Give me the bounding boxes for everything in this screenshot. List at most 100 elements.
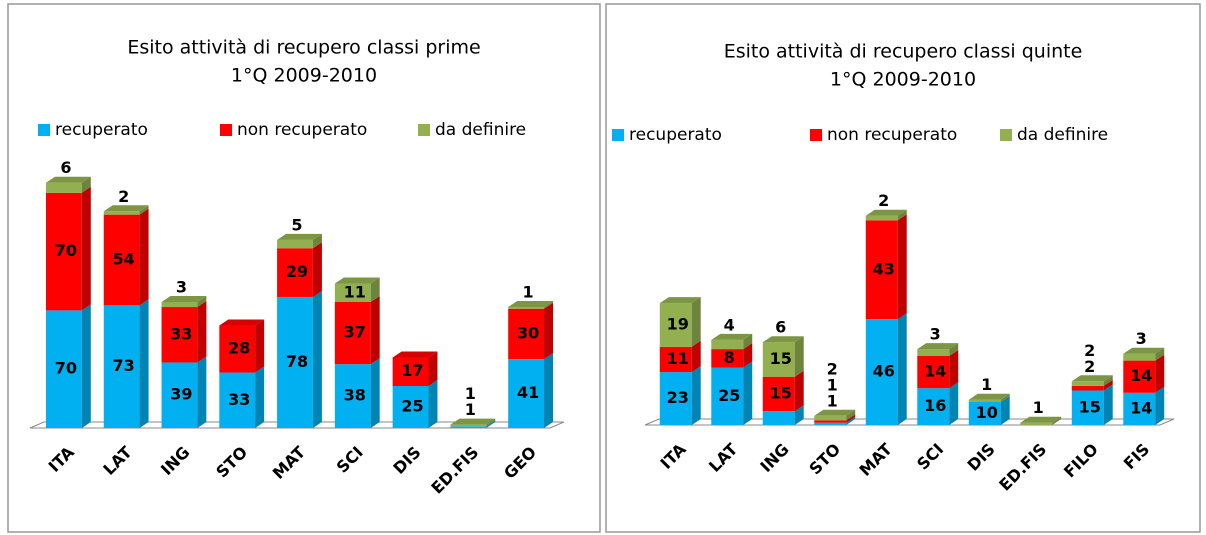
value-label: 46 [873,362,895,381]
bar-side [544,301,554,309]
bar-top [508,301,554,308]
bar-top [659,297,701,304]
bar [814,422,847,425]
bar [659,346,692,373]
bar [1123,353,1156,361]
bar [1123,392,1156,425]
bar [917,349,950,356]
bar [1071,385,1104,391]
bar-top [917,343,959,350]
chart-subtitle: 1°Q 2009-2010 [231,65,377,87]
bar-side [312,290,322,428]
value-label: 16 [924,396,946,415]
bar [161,362,198,428]
value-label: 2 [827,359,838,378]
bar [334,364,371,428]
bar [161,307,198,363]
bar-top [219,319,265,326]
value-label: 25 [718,386,740,405]
bar-side [846,409,856,421]
bar [762,411,795,425]
bar [917,356,950,389]
legend-swatch [220,124,232,136]
value-label: 11 [667,349,689,368]
bar [392,357,429,386]
bar-side [486,420,496,428]
legend-label: recuperato [55,120,148,140]
bar-side [1000,396,1010,425]
bar-side [949,382,959,425]
value-label: 1 [465,384,476,403]
value-label: 5 [291,215,302,234]
bar [161,302,198,308]
bar [103,214,140,306]
value-label: 78 [286,352,308,371]
legend-swatch [418,124,430,136]
chart-title: Esito attività di recupero classi quinte [724,41,1083,63]
bar-side [1155,347,1165,361]
value-label: 4 [724,315,735,334]
bar-side [743,361,753,425]
value-label: 38 [344,386,366,405]
bar [865,215,898,221]
bar [1071,381,1104,386]
bar [711,339,744,350]
bar-top [1020,416,1062,423]
bar-top [814,409,856,416]
bar [45,182,82,193]
value-label: 33 [228,390,250,409]
bar-side [1155,386,1165,425]
bar-side [428,351,438,386]
bar [1020,422,1053,425]
bar-top [103,205,149,212]
bar-top [762,336,804,343]
legend-label: non recuperato [237,120,367,140]
bar-side [370,358,380,428]
value-label: 43 [873,259,895,278]
value-label: 37 [344,323,366,342]
bar [334,302,371,365]
value-label: 39 [170,385,192,404]
value-label: 41 [517,383,539,402]
value-label: 2 [1084,341,1095,360]
value-label: 1 [981,375,992,394]
bar-side [691,297,701,347]
legend-label: non recuperato [827,125,957,145]
value-label: 15 [1079,397,1101,416]
value-label: 17 [401,361,423,380]
bar-top [865,209,907,216]
bar [103,211,140,215]
bar-top [1071,375,1113,382]
bar-side [846,416,856,425]
bar [659,303,692,347]
bar [277,239,313,249]
value-label: 15 [770,349,792,368]
bar [762,376,795,412]
bar [103,305,140,428]
bar-side [794,336,804,377]
value-label: 29 [286,262,308,281]
value-label: 54 [113,250,135,269]
bar-side [949,343,959,356]
bar [865,319,898,425]
value-label: 3 [1136,329,1147,348]
bar [219,372,256,428]
bar [814,415,847,421]
legend-label: da definire [435,120,526,140]
bar-side [743,343,753,368]
bar [968,402,1001,425]
bar-top [392,351,438,358]
bar-side [370,296,380,365]
bar-side [691,340,701,373]
bar-top [334,277,380,284]
bar [392,386,429,428]
bar [450,424,487,427]
value-label: 6 [60,158,71,177]
chart-title: Esito attività di recupero classi prime [127,37,480,59]
bar-top [1123,347,1165,354]
bar-side [1103,384,1113,425]
bar-side [743,333,753,350]
value-label: 33 [170,324,192,343]
bar-side [794,405,804,425]
